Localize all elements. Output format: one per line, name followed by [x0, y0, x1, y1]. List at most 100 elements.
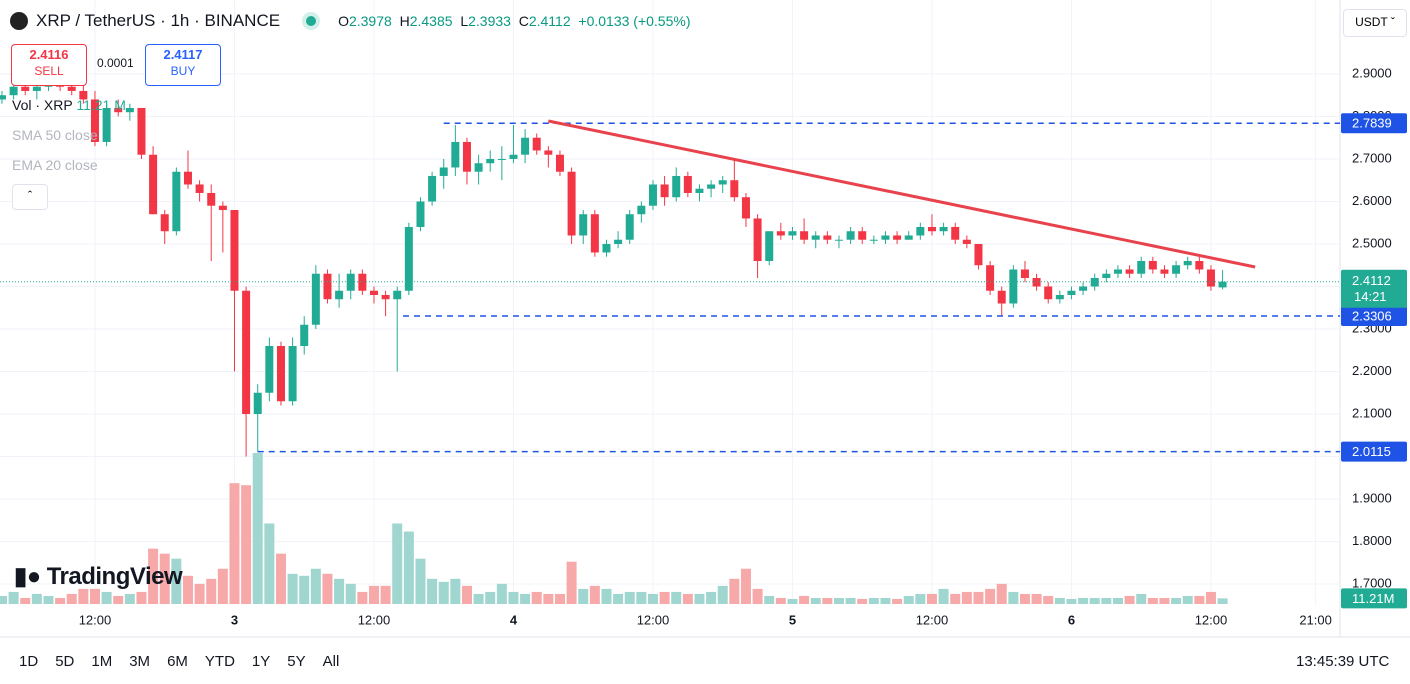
candle-body: [393, 290, 402, 300]
candle-body: [858, 231, 867, 240]
candle-body: [265, 345, 274, 393]
volume-bar: [8, 591, 19, 604]
volume-bar: [241, 485, 252, 604]
candle-body: [1195, 260, 1204, 270]
candle-body: [172, 171, 181, 232]
volume-bar: [1054, 597, 1065, 604]
candle-body: [497, 158, 506, 160]
candle-body: [532, 137, 541, 151]
buy-button[interactable]: 2.4117 BUY: [145, 44, 221, 86]
candle-body: [660, 184, 669, 198]
timeframe-button[interactable]: 1M: [91, 653, 113, 670]
ohlc: O2.3978 H2.4385 L2.3933 C2.4112 +0.0133 …: [338, 13, 690, 29]
x-tick-label: 4: [510, 612, 518, 627]
volume-bar: [833, 597, 844, 604]
volume-bar: [461, 585, 472, 604]
volume-bar: [973, 591, 984, 604]
volume-bar: [1043, 595, 1054, 604]
volume-bar: [182, 575, 193, 604]
candle-body: [311, 273, 320, 325]
h-value: 2.4385: [409, 13, 453, 29]
spread: 0.0001: [97, 56, 134, 70]
candle-body: [9, 86, 18, 96]
candle-body: [683, 175, 692, 193]
candle-body: [335, 290, 344, 300]
candle-body: [637, 205, 646, 215]
volume-bar: [496, 583, 507, 604]
candle-body: [811, 235, 820, 240]
candle-body: [730, 180, 739, 198]
candle-body: [1218, 281, 1227, 288]
volume-bar: [996, 583, 1007, 604]
timeframe-button[interactable]: 1D: [19, 653, 39, 670]
volume-bar: [845, 597, 856, 604]
o-value: 2.3978: [348, 13, 392, 29]
volume-bar: [938, 588, 949, 604]
volume-bar: [392, 523, 403, 604]
candle-body: [1009, 269, 1018, 304]
candle-body: [125, 107, 134, 113]
candle-body: [32, 86, 41, 91]
candle-body: [521, 137, 530, 155]
status-dot: [306, 16, 317, 26]
volume-bar: [1008, 591, 1019, 604]
volume-bar: [101, 591, 112, 604]
level-label: 2.3306: [1352, 308, 1392, 323]
candle-body: [1137, 260, 1146, 274]
collapse-button[interactable]: ˆ: [12, 184, 48, 210]
candle-body: [974, 243, 983, 266]
volume-bar: [520, 593, 531, 604]
x-tick-label: 12:00: [1195, 612, 1228, 627]
volume-bar: [194, 583, 205, 604]
timeframe-button[interactable]: 5Y: [287, 653, 306, 670]
volume-bar: [159, 553, 170, 604]
timeframe-button[interactable]: 1Y: [251, 653, 271, 670]
sell-button[interactable]: 2.4116 SELL: [11, 44, 87, 86]
volume-bar: [624, 591, 635, 604]
candle-body: [590, 214, 599, 253]
l-label: L: [460, 13, 469, 29]
volume-bar: [1171, 597, 1182, 604]
volume-bar: [717, 585, 728, 604]
c-label: C: [518, 13, 529, 29]
candle-body: [300, 324, 309, 346]
sell-price: 2.4116: [29, 47, 69, 62]
volume-bar: [636, 591, 647, 604]
volume-bar: [543, 593, 554, 604]
volume-bar: [1019, 593, 1030, 604]
timeframe-button[interactable]: YTD: [204, 653, 235, 670]
volume-bar: [1101, 597, 1112, 604]
y-tick-label: 2.6000: [1352, 193, 1392, 208]
currency: USDT: [1355, 15, 1388, 29]
volume-bar: [415, 558, 426, 604]
volume-label-box: [1341, 588, 1407, 609]
timeframe-button[interactable]: 6M: [167, 653, 188, 670]
timeframe-button[interactable]: All: [322, 653, 340, 670]
volume-bar: [136, 591, 147, 604]
timeframe-button[interactable]: 3M: [129, 653, 151, 670]
volume-bar: [473, 593, 484, 604]
volume-bar: [903, 595, 914, 604]
volume-bar: [857, 598, 868, 604]
volume-bar: [0, 595, 7, 604]
volume-bar: [926, 593, 937, 604]
countdown-label: 14:21: [1354, 289, 1387, 304]
candle-body: [346, 273, 355, 291]
volume-bar: [1159, 597, 1170, 604]
volume-bar: [252, 453, 263, 604]
candle-body: [939, 226, 948, 232]
volume-bar: [1217, 598, 1228, 604]
candle-body: [648, 184, 657, 206]
candle-body: [486, 158, 495, 164]
candle-body: [672, 175, 681, 198]
candle-body: [358, 273, 367, 291]
currency-button[interactable]: USDT ˇ: [1343, 9, 1407, 37]
timeframe-button[interactable]: 5D: [55, 653, 75, 670]
candle-body: [718, 180, 727, 185]
volume-bar: [775, 597, 786, 604]
volume-bar: [659, 591, 670, 604]
volume-bar: [554, 593, 565, 604]
volume-bar: [357, 591, 368, 604]
candle-body: [753, 218, 762, 261]
